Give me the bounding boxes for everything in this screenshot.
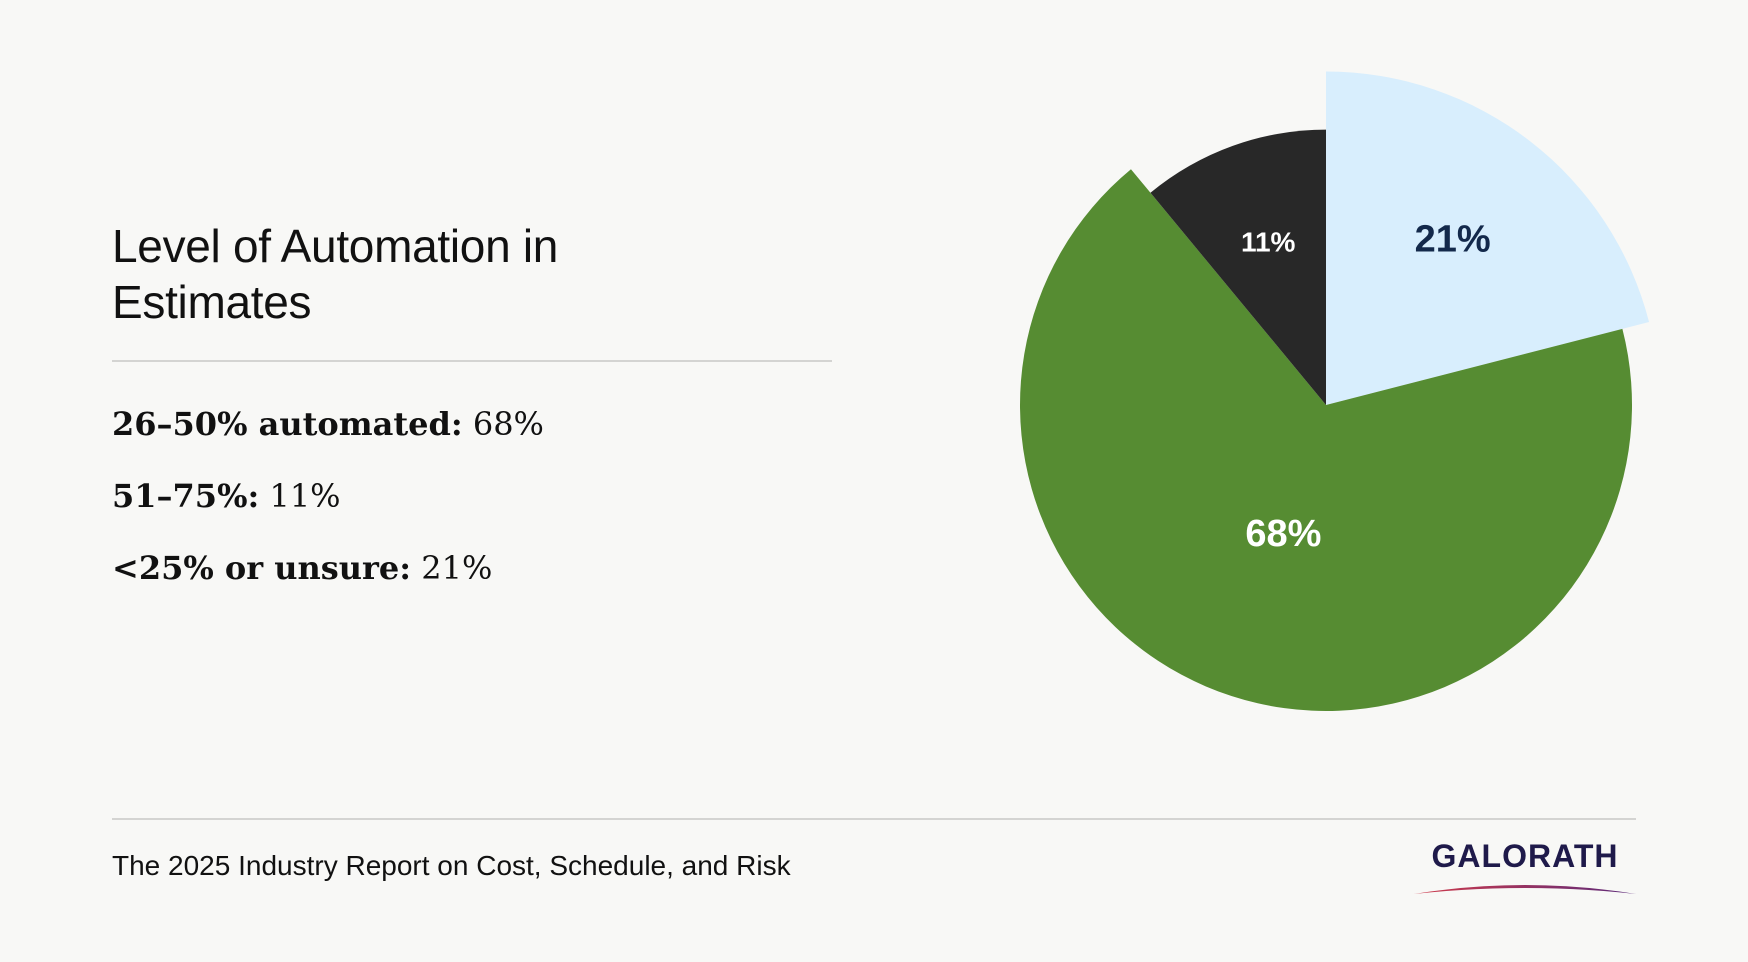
legend-item-26-50: 26–50% automated: 68% — [112, 396, 544, 468]
legend-item-label: 26–50% automated: — [112, 405, 463, 443]
pie-slice-68 — [1020, 169, 1633, 711]
pie-labels: 21% 68% 11% — [1241, 219, 1491, 555]
logo-wordmark: GALORATH — [1431, 838, 1619, 874]
legend-item-under-25: <25% or unsure: 21% — [112, 540, 544, 612]
legend-item-value: 68% — [472, 405, 544, 443]
logo-swoosh-icon — [1414, 885, 1636, 894]
legend-item-label: <25% or unsure: — [112, 549, 412, 587]
pie-slice-label-21: 21% — [1415, 219, 1491, 261]
pie-slice-label-11: 11% — [1241, 227, 1296, 258]
legend-list: 26–50% automated: 68% 51–75%: 11% <25% o… — [112, 396, 544, 612]
title-divider — [112, 360, 832, 362]
legend-item-51-75: 51–75%: 11% — [112, 468, 544, 540]
pie-slice-label-68: 68% — [1245, 513, 1321, 555]
legend-item-value: 21% — [421, 549, 493, 587]
footer-report-title: The 2025 Industry Report on Cost, Schedu… — [112, 850, 791, 881]
legend-item-value: 11% — [269, 477, 341, 515]
footer-divider — [112, 818, 1636, 820]
chart-title: Level of Automation in Estimates — [112, 220, 559, 328]
pie-slices — [1020, 71, 1650, 711]
pie-slice-21 — [1326, 71, 1650, 406]
pie-chart: 21% 68% 11% — [1020, 71, 1650, 711]
galorath-logo: GALORATH — [1412, 838, 1638, 898]
pie-slice-11 — [1150, 129, 1326, 406]
legend-item-label: 51–75%: — [112, 477, 260, 515]
